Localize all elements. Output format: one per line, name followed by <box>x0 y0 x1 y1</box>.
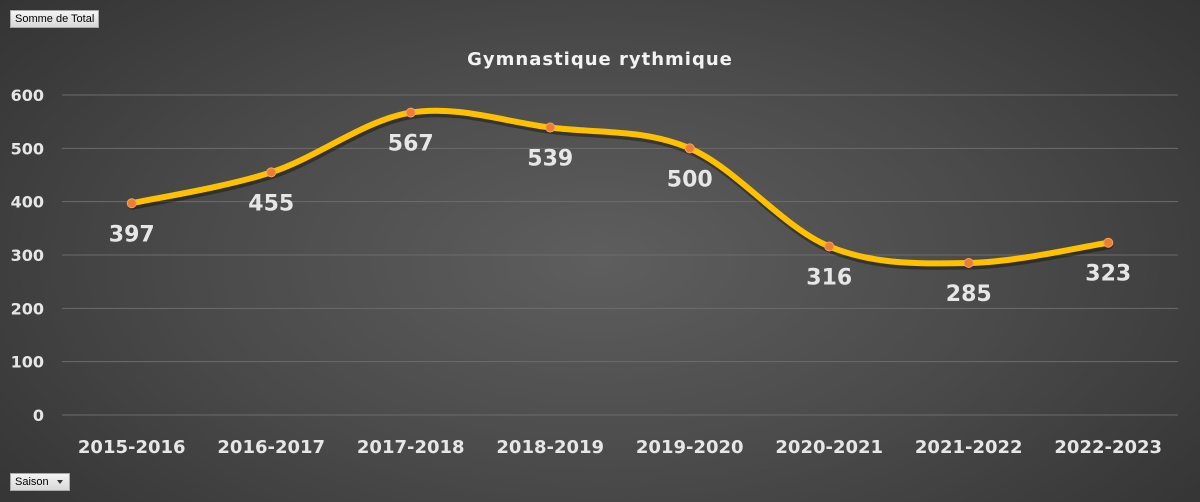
y-tick-label: 200 <box>11 299 44 318</box>
axis-field-button[interactable]: Saison <box>10 473 70 491</box>
y-tick-label: 300 <box>11 246 44 265</box>
axis-field-label: Saison <box>15 476 49 488</box>
y-tick-label: 600 <box>11 86 44 105</box>
chart-title: Gymnastique rythmique <box>467 49 733 70</box>
x-tick-label: 2015-2016 <box>78 437 186 458</box>
data-label: 455 <box>248 191 294 216</box>
x-tick-label: 2022-2023 <box>1054 437 1162 458</box>
data-label: 323 <box>1085 262 1131 287</box>
series-line-shadow <box>129 110 1113 270</box>
y-tick-label: 400 <box>11 193 44 212</box>
y-tick-label: 0 <box>33 406 44 425</box>
data-point-marker <box>545 122 556 133</box>
x-tick-label: 2019-2020 <box>636 437 744 458</box>
value-field-button[interactable]: Somme de Total <box>10 10 100 28</box>
data-point-marker <box>1103 237 1114 248</box>
x-tick-label: 2017-2018 <box>357 437 465 458</box>
x-tick-label: 2020-2021 <box>775 437 883 458</box>
x-axis-ticks: 2015-2016 2016-2017 2017-2018 2018-2019 2019… <box>78 437 1162 458</box>
data-point-marker <box>963 258 974 268</box>
data-label: 397 <box>109 222 155 247</box>
y-tick-label: 500 <box>11 139 44 158</box>
data-point-marker <box>126 198 137 209</box>
y-axis-ticks: 0 100 200 300 400 500 600 <box>11 86 44 425</box>
data-point-marker <box>684 143 695 154</box>
data-label: 316 <box>806 265 852 290</box>
data-labels-layer: 397 455 567 539 500 316 285 323 <box>109 132 1131 307</box>
y-tick-label: 100 <box>11 353 44 372</box>
data-label: 500 <box>667 167 713 192</box>
data-label: 567 <box>388 132 434 157</box>
markers-layer <box>126 107 1114 268</box>
data-point-marker <box>824 241 835 252</box>
data-label: 285 <box>946 282 992 307</box>
series-line-layer <box>128 107 1113 270</box>
data-point-marker <box>405 107 416 118</box>
x-tick-label: 2016-2017 <box>217 437 325 458</box>
x-tick-label: 2018-2019 <box>496 437 604 458</box>
data-label: 539 <box>527 147 573 172</box>
series-line <box>128 107 1112 267</box>
dropdown-arrow-icon <box>56 480 63 484</box>
gridlines <box>62 94 1178 416</box>
x-tick-label: 2021-2022 <box>915 437 1023 458</box>
data-point-marker <box>266 167 277 178</box>
